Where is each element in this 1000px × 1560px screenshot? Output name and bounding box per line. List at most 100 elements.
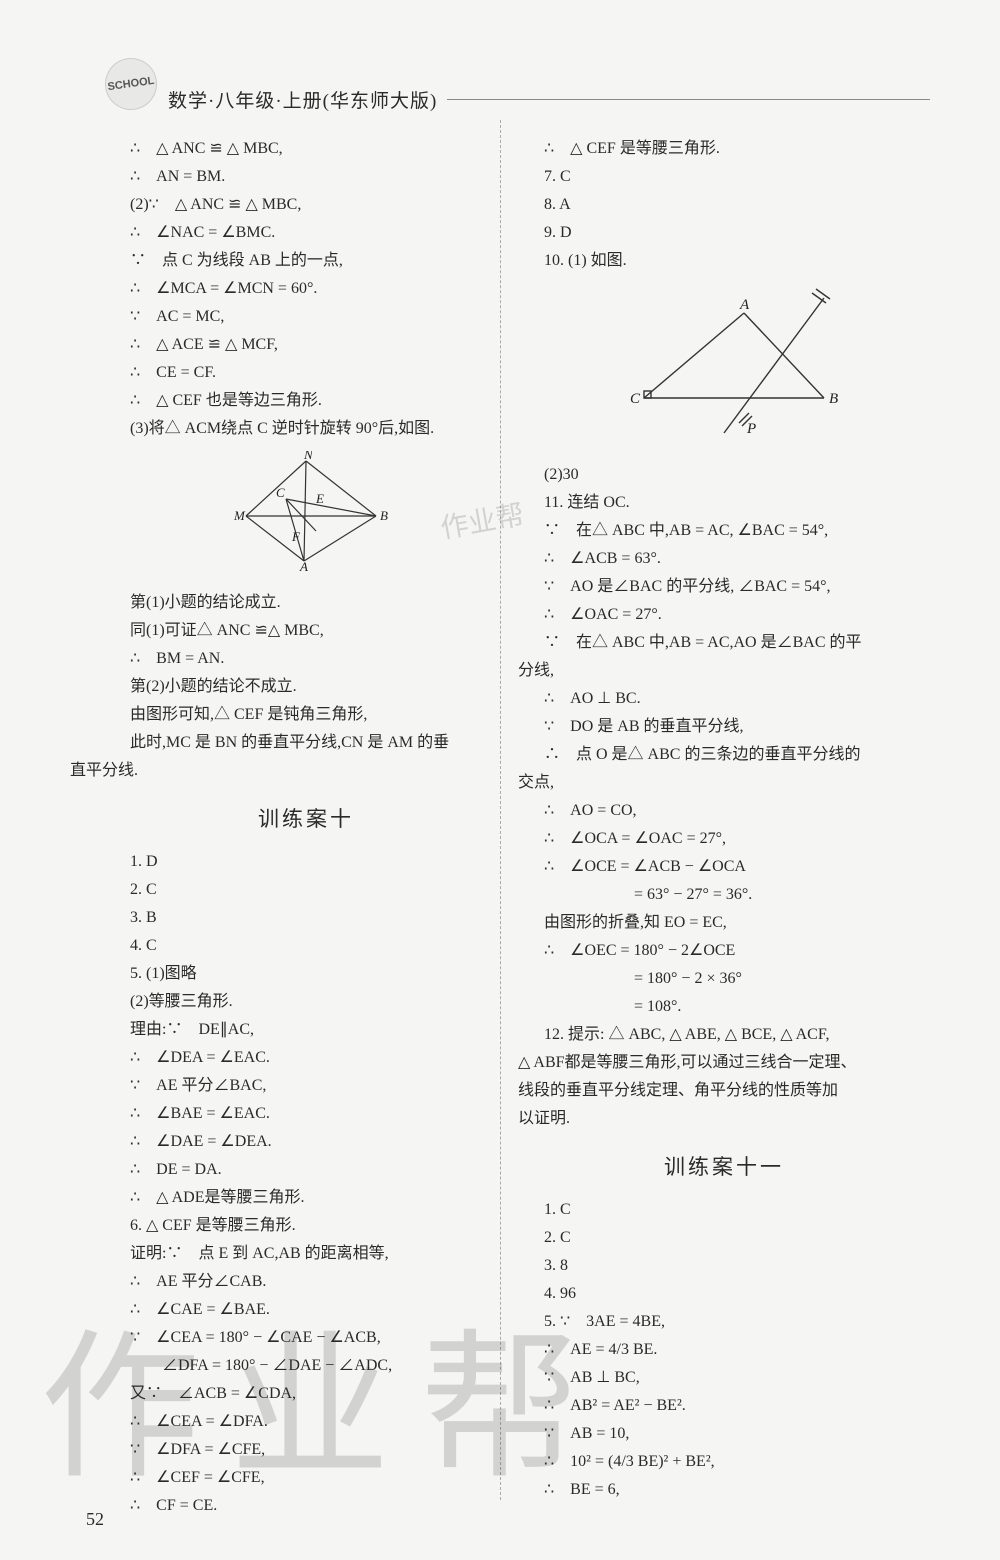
proof-line: 5. ∵ 3AE = 4BE, bbox=[518, 1308, 930, 1336]
proof-line: ∵ AC = MC, bbox=[130, 303, 482, 331]
answer-line: 10. (1) 如图. bbox=[518, 247, 930, 275]
proof-line: ∴ ∠OCE = ∠ACB − ∠OCA bbox=[518, 853, 930, 881]
svg-text:M: M bbox=[233, 508, 246, 523]
proof-line: (2)∵ △ ANC ≌ △ MBC, bbox=[130, 191, 482, 219]
proof-line: 交点, bbox=[518, 769, 930, 797]
proof-line: 分线, bbox=[518, 657, 930, 685]
answer-line: 1. C bbox=[518, 1196, 930, 1224]
proof-line: ∴ ∠MCA = ∠MCN = 60°. bbox=[130, 275, 482, 303]
proof-line: ∴ ∠DEA = ∠EAC. bbox=[130, 1044, 482, 1072]
proof-line: = 108°. bbox=[518, 993, 930, 1021]
proof-line: ∵ AO 是∠BAC 的平分线, ∠BAC = 54°, bbox=[518, 573, 930, 601]
svg-text:E: E bbox=[315, 491, 324, 506]
svg-text:F: F bbox=[291, 529, 301, 544]
proof-line: 同(1)可证△ ANC ≌△ MBC, bbox=[130, 617, 482, 645]
proof-line: ∵ AB ⊥ BC, bbox=[518, 1364, 930, 1392]
proof-line: ∴ ∠OEC = 180° − 2∠OCE bbox=[518, 937, 930, 965]
proof-line: ∴ BM = AN. bbox=[130, 645, 482, 673]
proof-line: ∵ DO 是 AB 的垂直平分线, bbox=[518, 713, 930, 741]
proof-line: 第(2)小题的结论不成立. bbox=[130, 673, 482, 701]
proof-line: ∴ AB² = AE² − BE². bbox=[518, 1392, 930, 1420]
proof-line: ∴ △ CEF 是等腰三角形. bbox=[518, 135, 930, 163]
proof-line: 以证明. bbox=[518, 1105, 930, 1133]
proof-line: ∴ AO = CO, bbox=[518, 797, 930, 825]
proof-line: ∴ ∠CAE = ∠BAE. bbox=[130, 1296, 482, 1324]
proof-line: 第(1)小题的结论成立. bbox=[130, 589, 482, 617]
proof-line: ∵ 在△ ABC 中,AB = AC,AO 是∠BAC 的平 bbox=[518, 629, 930, 657]
answer-line: 4. C bbox=[130, 932, 482, 960]
section-10-title: 训练案十 bbox=[130, 801, 482, 838]
answer-line: 4. 96 bbox=[518, 1280, 930, 1308]
proof-line: ∴ △ ACE ≌ △ MCF, bbox=[130, 331, 482, 359]
answer-line: 5. (1)图略 bbox=[130, 960, 482, 988]
right-column: ∴ △ CEF 是等腰三角形. 7. C 8. A 9. D 10. (1) 如… bbox=[500, 135, 930, 1520]
proof-line: 12. 提示: △ ABC, △ ABE, △ BCE, △ ACF, bbox=[518, 1021, 930, 1049]
proof-line: 线段的垂直平分线定理、角平分线的性质等加 bbox=[518, 1077, 930, 1105]
proof-line: ∵ 点 C 为线段 AB 上的一点, bbox=[130, 247, 482, 275]
school-logo: SCHOOL bbox=[102, 55, 161, 114]
proof-line: ∴ ∠ACB = 63°. bbox=[518, 545, 930, 573]
proof-line: ∴ BE = 6, bbox=[518, 1476, 930, 1504]
proof-line: △ ABF都是等腰三角形,可以通过三线合一定理、 bbox=[518, 1049, 930, 1077]
svg-text:A: A bbox=[739, 297, 750, 313]
proof-line: ∴ ∠BAE = ∠EAC. bbox=[130, 1100, 482, 1128]
answer-line: (2)30 bbox=[518, 461, 930, 489]
proof-line: ∴ ∠NAC = ∠BMC. bbox=[130, 219, 482, 247]
proof-line: ∵ 在△ ABC 中,AB = AC, ∠BAC = 54°, bbox=[518, 517, 930, 545]
proof-line: ∴ ∠DAE = ∠DEA. bbox=[130, 1128, 482, 1156]
proof-line: ∴ △ ADE是等腰三角形. bbox=[130, 1184, 482, 1212]
proof-line: ∴ AN = BM. bbox=[130, 163, 482, 191]
proof-line: ∴ △ CEF 也是等边三角形. bbox=[130, 387, 482, 415]
page-number: 52 bbox=[86, 1509, 104, 1530]
answer-line: 8. A bbox=[518, 191, 930, 219]
proof-line: ∴ AE 平分∠CAB. bbox=[130, 1268, 482, 1296]
figure-1: N C E B M F A bbox=[130, 451, 482, 581]
proof-line: ∴ CE = CF. bbox=[130, 359, 482, 387]
proof-line: 证明:∵ 点 E 到 AC,AB 的距离相等, bbox=[130, 1240, 482, 1268]
proof-line: ∴ ∠OAC = 27°. bbox=[518, 601, 930, 629]
page-header: 数学·八年级·上册(华东师大版) bbox=[168, 60, 930, 113]
proof-line: = 63° − 27° = 36°. bbox=[518, 881, 930, 909]
proof-line: ∴ AO ⊥ BC. bbox=[518, 685, 930, 713]
proof-line: 此时,MC 是 BN 的垂直平分线,CN 是 AM 的垂 bbox=[130, 729, 482, 757]
left-column: ∴ △ ANC ≌ △ MBC, ∴ AN = BM. (2)∵ △ ANC ≌… bbox=[70, 135, 500, 1520]
section-11-title: 训练案十一 bbox=[518, 1149, 930, 1186]
proof-line: ∴ AE = 4/3 BE. bbox=[518, 1336, 930, 1364]
proof-line: (3)将△ ACM绕点 C 逆时针旋转 90°后,如图. bbox=[130, 415, 482, 443]
answer-line: 2. C bbox=[518, 1224, 930, 1252]
answer-line: (2)等腰三角形. bbox=[130, 988, 482, 1016]
proof-line: ∴ ∠OCA = ∠OAC = 27°, bbox=[518, 825, 930, 853]
proof-line: ∵ AB = 10, bbox=[518, 1420, 930, 1448]
proof-line: 直平分线. bbox=[70, 757, 482, 785]
proof-line: ∠DFA = 180° − ∠DAE − ∠ADC, bbox=[130, 1352, 482, 1380]
answer-line: 3. 8 bbox=[518, 1252, 930, 1280]
svg-text:A: A bbox=[299, 559, 308, 571]
answer-line: 3. B bbox=[130, 904, 482, 932]
proof-line: ∵ ∠DFA = ∠CFE, bbox=[130, 1436, 482, 1464]
proof-line: ∴ CF = CE. bbox=[130, 1492, 482, 1520]
answer-line: 2. C bbox=[130, 876, 482, 904]
proof-line: 又∵ ∠ACB = ∠CDA, bbox=[130, 1380, 482, 1408]
svg-text:C: C bbox=[276, 485, 285, 500]
svg-text:B: B bbox=[829, 391, 838, 407]
proof-line: ∴ △ ANC ≌ △ MBC, bbox=[130, 135, 482, 163]
proof-line: ∴ 点 O 是△ ABC 的三条边的垂直平分线的 bbox=[518, 741, 930, 769]
svg-text:C: C bbox=[630, 391, 641, 407]
proof-line: 理由:∵ DE∥AC, bbox=[130, 1016, 482, 1044]
svg-text:B: B bbox=[380, 508, 388, 523]
answer-line: 7. C bbox=[518, 163, 930, 191]
answer-line: 1. D bbox=[130, 848, 482, 876]
answer-line: 11. 连结 OC. bbox=[518, 489, 930, 517]
proof-line: ∴ 10² = (4/3 BE)² + BE², bbox=[518, 1448, 930, 1476]
proof-line: = 180° − 2 × 36° bbox=[518, 965, 930, 993]
proof-line: ∴ ∠CEA = ∠DFA. bbox=[130, 1408, 482, 1436]
proof-line: ∴ ∠CEF = ∠CFE, bbox=[130, 1464, 482, 1492]
answer-line: 6. △ CEF 是等腰三角形. bbox=[130, 1212, 482, 1240]
header-title: 数学·八年级·上册(华东师大版) bbox=[168, 86, 437, 113]
figure-2: A B C P bbox=[518, 283, 930, 453]
svg-text:N: N bbox=[303, 451, 314, 462]
content-columns: ∴ △ ANC ≌ △ MBC, ∴ AN = BM. (2)∵ △ ANC ≌… bbox=[70, 135, 930, 1520]
header-rule bbox=[447, 99, 930, 100]
proof-line: 由图形的折叠,知 EO = EC, bbox=[518, 909, 930, 937]
proof-line: 由图形可知,△ CEF 是钝角三角形, bbox=[130, 701, 482, 729]
